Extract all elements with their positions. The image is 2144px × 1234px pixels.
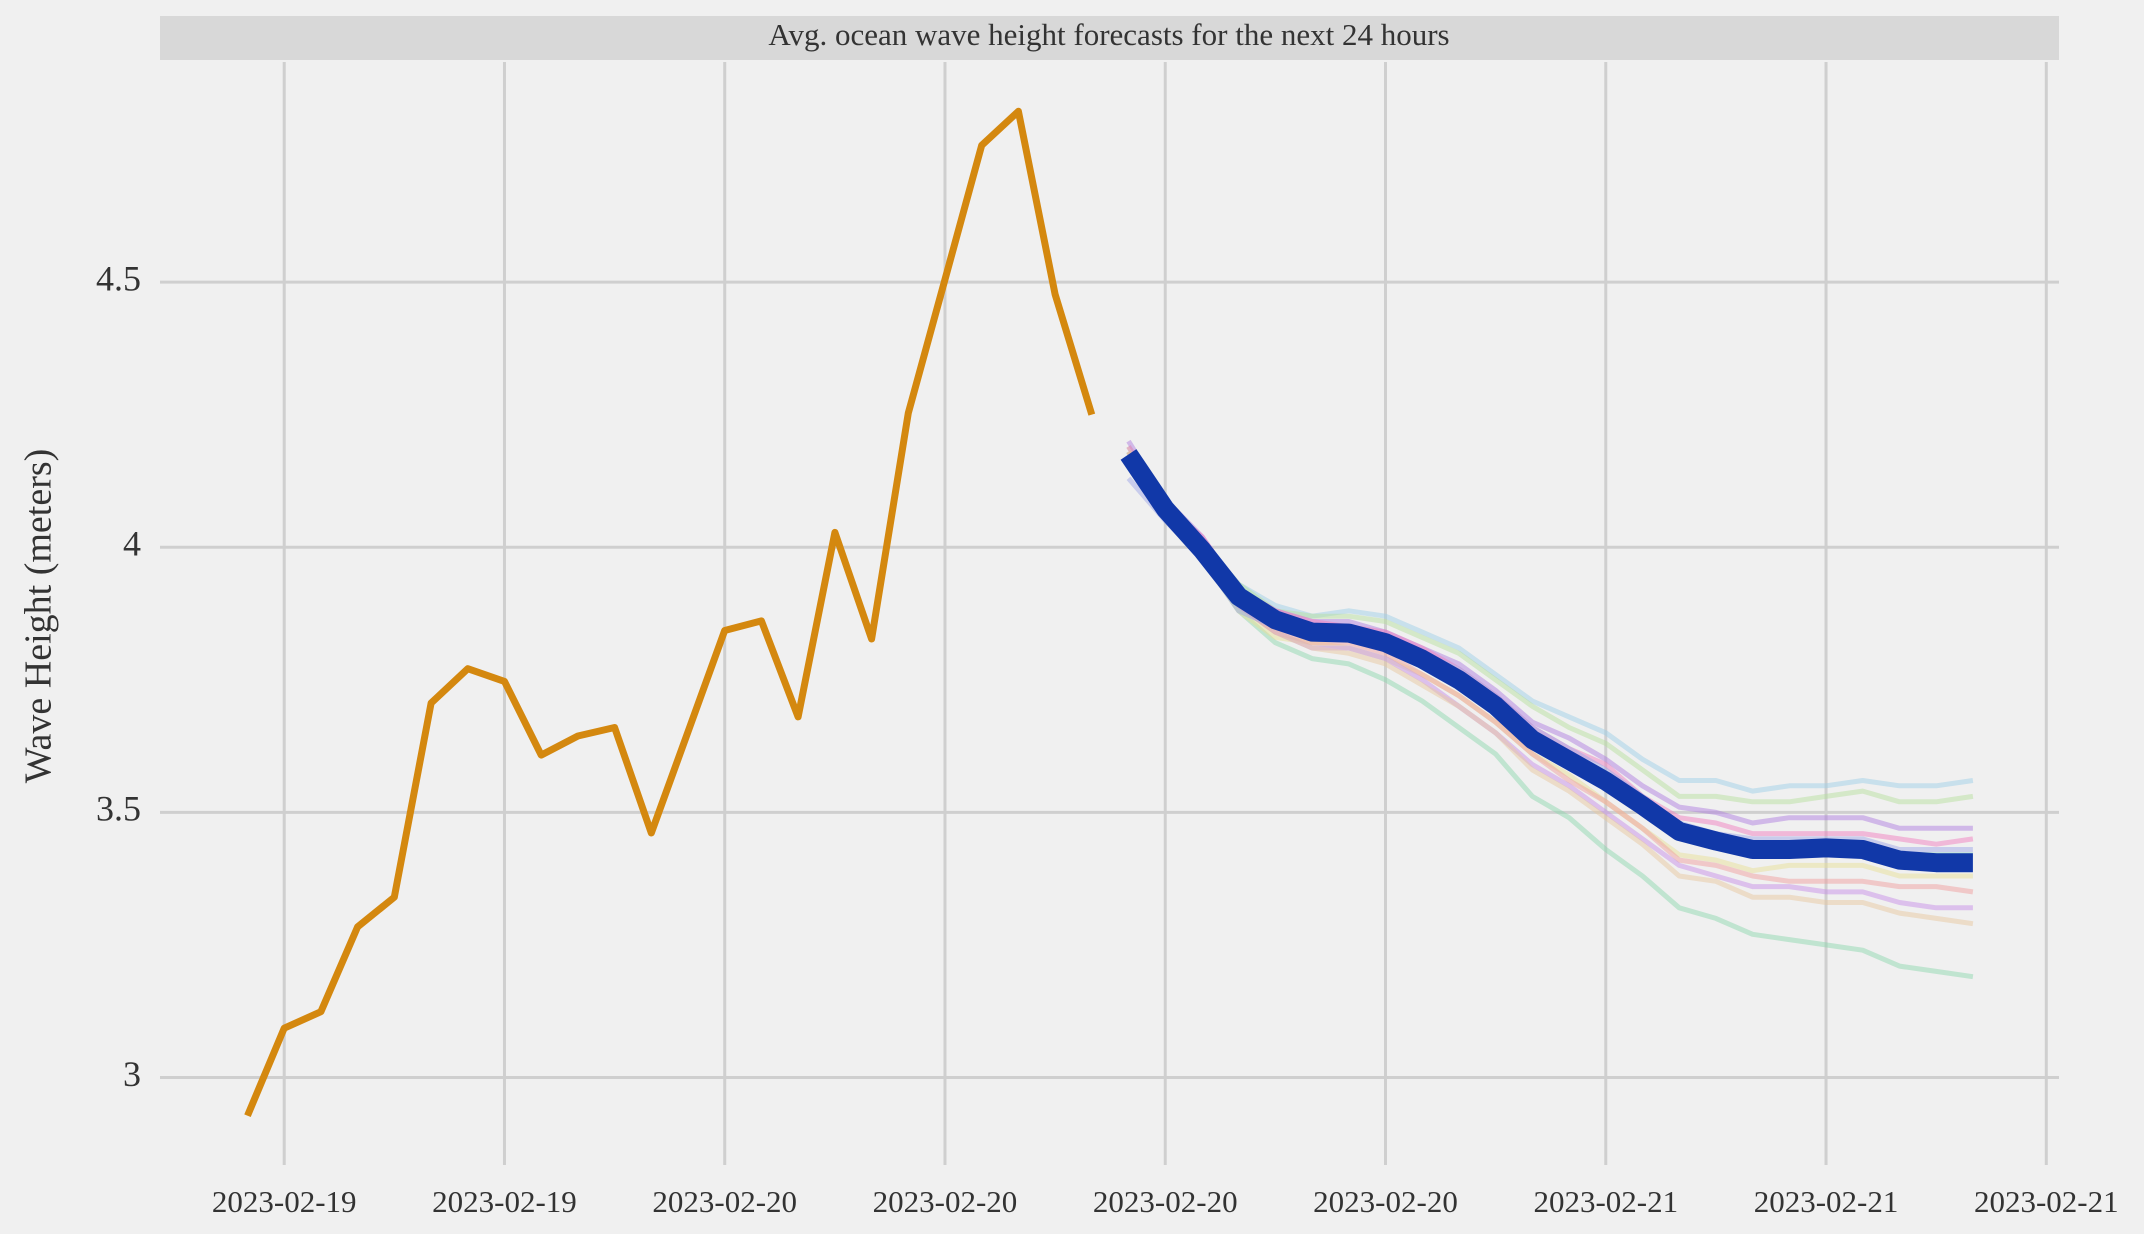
grid: 3 3.5 4 4.5 2023-02-19 2023-02-19 2023-02-20 20…	[96, 62, 2119, 1219]
y-axis-label: Wave Height (meters)	[18, 449, 60, 784]
chart-title: Avg. ocean wave height forecasts for the…	[768, 17, 1449, 52]
lines	[244, 107, 1974, 1118]
ensemble-line	[1126, 450, 1974, 794]
y-tick-label: 4	[123, 523, 141, 563]
mean-forecast-line	[1120, 449, 1973, 873]
x-tick-label: 2023-02-20	[873, 1184, 1018, 1219]
y-tick-label: 3	[123, 1054, 141, 1094]
ensemble-line	[1126, 450, 1974, 980]
x-tick-label: 2023-02-20	[652, 1184, 797, 1219]
title-bar	[160, 16, 2059, 60]
ensemble-line	[1126, 450, 1974, 927]
x-tick-label: 2023-02-19	[212, 1184, 357, 1219]
x-tick-label: 2023-02-19	[432, 1184, 577, 1219]
x-tick-label: 2023-02-21	[1754, 1184, 1899, 1219]
x-tick-label: 2023-02-21	[1533, 1184, 1678, 1219]
y-tick-label: 4.5	[96, 258, 141, 298]
x-tick-label: 2023-02-21	[1974, 1184, 2119, 1219]
history-line	[244, 107, 1096, 1118]
x-tick-label: 2023-02-20	[1313, 1184, 1458, 1219]
x-tick-label: 2023-02-20	[1093, 1184, 1238, 1219]
y-tick-label: 3.5	[96, 789, 141, 829]
